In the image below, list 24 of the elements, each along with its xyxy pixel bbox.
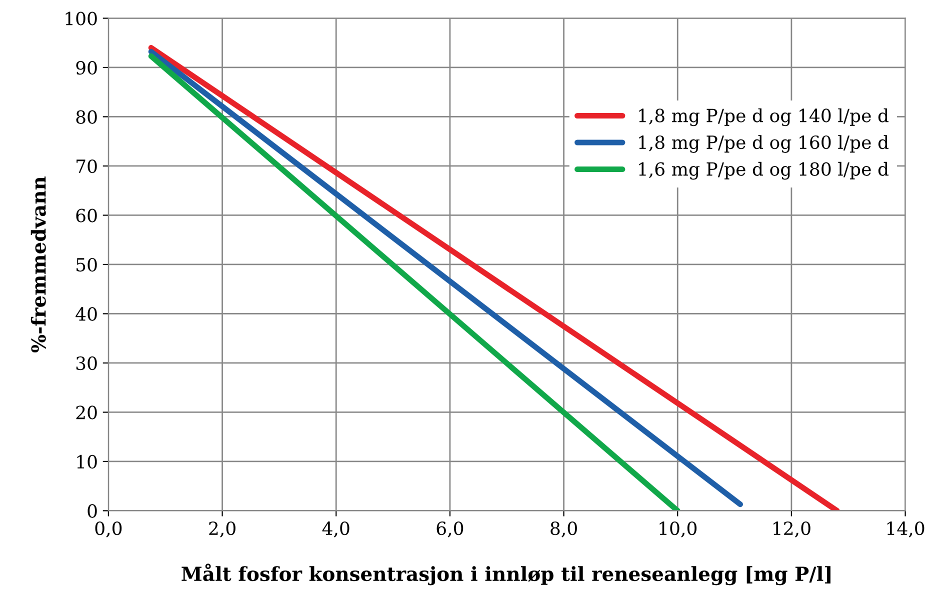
y-axis-title: %-fremmedvann xyxy=(30,176,46,352)
y-tick-label: 10 xyxy=(77,454,97,469)
x-tick-label: 10,0 xyxy=(660,521,697,538)
legend-label: 1,8 mg P/pe d og 140 l/pe d xyxy=(639,108,889,126)
y-tick-label: 90 xyxy=(76,60,97,75)
legend-label: 1,8 mg P/pe d og 160 l/pe d xyxy=(639,135,889,153)
x-tick-label: 2,0 xyxy=(209,521,236,538)
y-tick-label: 80 xyxy=(76,110,97,124)
x-tick-label: 12,0 xyxy=(774,521,810,538)
y-tick-label: 70 xyxy=(76,159,97,174)
x-tick-label: 4,0 xyxy=(322,521,350,538)
x-axis-title: Målt fosfor konsentrasjon i innløp til reneseanlegg [mg P/l] xyxy=(182,564,830,586)
y-tick-label: 0 xyxy=(88,504,97,518)
legend-label: 1,6 mg P/pe d og 180 l/pe d xyxy=(639,162,889,180)
y-tick-label: 60 xyxy=(76,208,97,222)
x-tick-label: 14,0 xyxy=(887,521,924,538)
y-tick-label: 50 xyxy=(76,258,97,272)
x-tick-label: 6,0 xyxy=(436,521,464,538)
x-tick-label: 8,0 xyxy=(550,521,577,538)
y-tick-label: 30 xyxy=(76,356,97,370)
y-tick-label: 40 xyxy=(76,307,97,321)
x-tick-label: 0,0 xyxy=(95,521,122,538)
y-tick-label: 100 xyxy=(66,12,97,26)
y-tick-label: 20 xyxy=(76,406,97,420)
